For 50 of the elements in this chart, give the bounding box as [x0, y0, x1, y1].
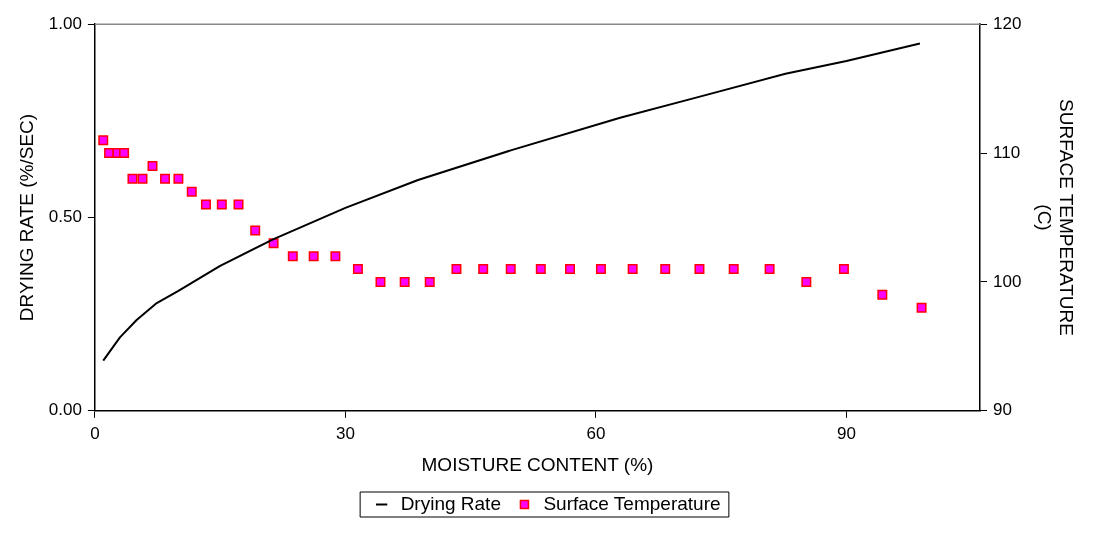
point: [764, 264, 775, 275]
point: [916, 302, 927, 313]
y2-axis-title: SURFACE TEMPERATURE (C): [1033, 99, 1078, 336]
point: [160, 173, 171, 184]
legend-label: Surface Temperature: [543, 492, 721, 514]
point: [250, 225, 261, 236]
x-tick-label: 0: [90, 423, 100, 443]
point: [877, 289, 888, 300]
point: [375, 276, 386, 287]
point: [186, 186, 197, 197]
point: [147, 160, 158, 171]
point: [728, 264, 739, 275]
point: [137, 173, 148, 184]
point: [838, 264, 849, 275]
y2-tick-label: 110: [993, 142, 1021, 162]
point: [119, 148, 130, 159]
x-axis-title: MOISTURE CONTENT (%): [421, 453, 654, 475]
point: [595, 264, 606, 275]
y-tick-label: 1.00: [48, 13, 82, 33]
point: [233, 199, 244, 210]
point: [127, 173, 138, 184]
point: [424, 276, 435, 287]
y-tick-label: 0.50: [48, 207, 82, 227]
point: [399, 276, 410, 287]
y2-tick-label: 120: [993, 13, 1022, 33]
x-tick-label: 30: [335, 423, 355, 443]
point: [627, 264, 638, 275]
point: [451, 264, 462, 275]
x-tick-label: 90: [836, 423, 856, 443]
legend-label: Drying Rate: [400, 492, 501, 514]
x-tick-label: 60: [586, 423, 606, 443]
point: [801, 276, 812, 287]
y-tick-label: 0.00: [48, 400, 82, 420]
point: [660, 264, 671, 275]
y-axis-title: DRYING RATE (%/SEC): [15, 113, 37, 322]
y2-tick-label: 90: [993, 400, 1012, 420]
point: [308, 251, 319, 262]
point: [287, 251, 298, 262]
point: [352, 264, 363, 275]
point: [200, 199, 211, 210]
point: [694, 264, 705, 275]
point: [216, 199, 227, 210]
point: [173, 173, 184, 184]
point: [505, 264, 516, 275]
point: [478, 264, 489, 275]
point: [330, 251, 341, 262]
point: [535, 264, 546, 275]
y2-tick-label: 100: [993, 271, 1022, 291]
point: [98, 135, 109, 146]
point: [565, 264, 576, 275]
